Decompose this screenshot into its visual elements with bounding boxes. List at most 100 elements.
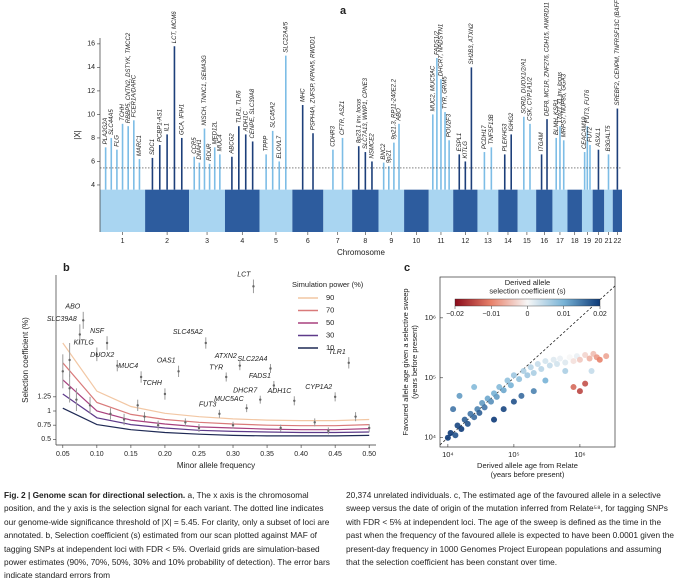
point: [464, 420, 471, 427]
peak-label: MUC2, MUC5AC: [430, 65, 436, 111]
y-tick-label: 10⁶: [425, 313, 436, 322]
point: [479, 399, 486, 406]
peak-label: 17q21.31 inv. locus: [558, 72, 564, 123]
y-tick-label: 6: [91, 158, 95, 165]
point: [458, 425, 465, 432]
x-tick-label: 10⁵: [508, 450, 519, 459]
x-tick-label: 10: [413, 238, 421, 245]
x-tick-label: 6: [306, 238, 310, 245]
point: [524, 372, 531, 379]
power-curve: [62, 393, 370, 434]
y-axis-label: Favoured allele age given a selective sw…: [401, 288, 410, 435]
plot-frame: [439, 276, 616, 448]
x-tick-label: 19: [583, 238, 591, 245]
point: [507, 382, 514, 389]
legend-label: 90: [326, 293, 334, 302]
peak-label: ESPL1: [457, 133, 463, 152]
peak-label: FLG: [114, 135, 120, 147]
point-label: LCT: [237, 271, 251, 278]
peak-label: PCBP1-AS1: [157, 109, 163, 142]
y-tick-label: 0.75: [37, 422, 51, 429]
chromosome-band: [404, 189, 429, 232]
colorbar-tick-label: −0.02: [446, 311, 464, 318]
chromosome-band: [552, 189, 568, 232]
x-tick-label: 15: [523, 238, 531, 245]
x-tick-label: 0.45: [328, 451, 342, 458]
point-label: SLC45A2: [173, 329, 203, 336]
x-tick-label: 10⁶: [574, 450, 585, 459]
x-tick-label: 17: [556, 238, 564, 245]
point-label: FADS1: [249, 373, 271, 380]
point: [68, 387, 71, 390]
point: [530, 388, 537, 395]
point-label: NSF: [90, 328, 105, 335]
point-label: MUC4: [118, 363, 138, 370]
point: [542, 358, 549, 365]
x-tick-label: 12: [461, 238, 469, 245]
peak-label: BLMH, KSR1: [554, 99, 560, 135]
peak-label: FADS1/2: [434, 30, 440, 55]
point: [354, 415, 357, 418]
x-tick-label: 1: [121, 238, 125, 245]
point: [197, 426, 201, 430]
point: [588, 367, 595, 374]
caption-label: Fig. 2 | Genome scan for directional sel…: [4, 490, 186, 500]
chromosome-band: [189, 189, 225, 232]
point: [510, 398, 517, 405]
x-tick-label: 9: [389, 238, 393, 245]
point: [557, 355, 564, 362]
chromosome-band: [517, 189, 537, 232]
point: [454, 422, 461, 429]
chromosome-band: [612, 189, 622, 232]
peak-label: MED12L: [212, 121, 218, 144]
point: [238, 364, 242, 367]
colorbar-title: selection coefficient (s): [489, 286, 566, 295]
peak-label: TPPP: [264, 136, 270, 152]
point: [272, 384, 276, 387]
x-tick-label: 7: [336, 238, 340, 245]
x-tick-label: 14: [504, 238, 512, 245]
point: [163, 392, 167, 396]
point: [582, 380, 589, 387]
legend-label: 10: [326, 343, 334, 352]
chromosome-band: [100, 189, 146, 232]
peak-label: CCR5: [192, 137, 198, 154]
figure: 1 2 3 4 5 6 7 8 9 10 11 12 13 14 15 16 17 18 19 20 21 2246810…: [21, 0, 622, 479]
point: [259, 398, 262, 401]
chromosome-band: [592, 189, 605, 232]
chromosome-band: [259, 189, 293, 232]
point: [504, 377, 511, 384]
point: [491, 416, 498, 423]
point: [476, 409, 483, 416]
point: [554, 360, 561, 367]
chromosome-band: [581, 189, 593, 232]
point: [500, 387, 507, 394]
point-label: TYR: [209, 364, 223, 371]
panel-label: c: [404, 262, 410, 274]
peak-label: SLC22A4/5: [283, 21, 289, 52]
point-label: KITLG: [74, 339, 95, 346]
peak-label: SLC45A2: [270, 102, 276, 128]
y-tick-label: 8: [91, 135, 95, 142]
power-curve: [62, 407, 370, 437]
peak-label: GCA, IFIH1: [179, 104, 185, 135]
peak-label: MHC: [300, 88, 306, 102]
panel-label: b: [63, 262, 70, 274]
peak-label: CSK, CYP1A1/2: [528, 76, 534, 120]
point: [88, 404, 92, 407]
y-tick-label: 4: [91, 182, 95, 189]
point: [562, 359, 569, 366]
peak-label: SREBF2, CENPM, TNFRSF13C (BAFF-R): [615, 0, 621, 106]
point: [177, 370, 180, 373]
y-tick-label: 16: [87, 41, 95, 48]
x-tick-label: 16: [540, 238, 548, 245]
peak-label: 9p21.3, RP11-240E2.2: [391, 78, 397, 139]
y-tick-label: 12: [87, 88, 95, 95]
x-tick-label: 10⁴: [442, 450, 454, 459]
x-tick-label: 0.05: [56, 451, 70, 458]
point: [576, 356, 583, 363]
point: [450, 406, 457, 413]
peak-label: CEACAM19: [582, 116, 588, 149]
x-tick-label: 0.25: [192, 451, 206, 458]
peak-label: PSPH4A, ZUFSP, KPNA5, RWDD1: [311, 36, 317, 130]
